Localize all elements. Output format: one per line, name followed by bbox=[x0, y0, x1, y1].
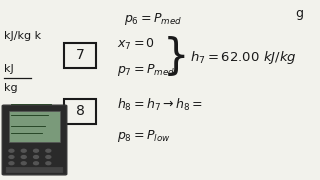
Text: $p_8 = P_{low}$: $p_8 = P_{low}$ bbox=[117, 129, 171, 144]
FancyBboxPatch shape bbox=[6, 167, 63, 172]
Text: kJ/kg k: kJ/kg k bbox=[4, 31, 41, 41]
Circle shape bbox=[46, 156, 51, 158]
Text: $x_7 = 0$: $x_7 = 0$ bbox=[117, 37, 156, 52]
Circle shape bbox=[46, 162, 51, 165]
Circle shape bbox=[46, 149, 51, 152]
FancyBboxPatch shape bbox=[2, 105, 67, 175]
Circle shape bbox=[21, 149, 26, 152]
Circle shape bbox=[9, 162, 14, 165]
FancyBboxPatch shape bbox=[9, 111, 60, 142]
Text: $p_7 = P_{med}$: $p_7 = P_{med}$ bbox=[117, 62, 176, 78]
Text: }: } bbox=[163, 36, 189, 78]
Circle shape bbox=[34, 149, 38, 152]
Circle shape bbox=[34, 162, 38, 165]
Circle shape bbox=[34, 156, 38, 158]
Text: $h_7  =  62.00 \ kJ/kg$: $h_7 = 62.00 \ kJ/kg$ bbox=[190, 49, 296, 66]
Circle shape bbox=[9, 149, 14, 152]
Text: kg: kg bbox=[4, 83, 17, 93]
Circle shape bbox=[21, 162, 26, 165]
Text: g: g bbox=[296, 7, 304, 20]
Text: 8: 8 bbox=[76, 104, 84, 118]
Text: $h_8 = h_7 \rightarrow h_8 =$: $h_8 = h_7 \rightarrow h_8 =$ bbox=[117, 97, 204, 113]
Text: $p_6 = P_{med}$: $p_6 = P_{med}$ bbox=[124, 11, 182, 27]
Text: 7: 7 bbox=[76, 48, 84, 62]
Circle shape bbox=[21, 156, 26, 158]
Text: kJ: kJ bbox=[4, 64, 13, 74]
Circle shape bbox=[9, 156, 14, 158]
